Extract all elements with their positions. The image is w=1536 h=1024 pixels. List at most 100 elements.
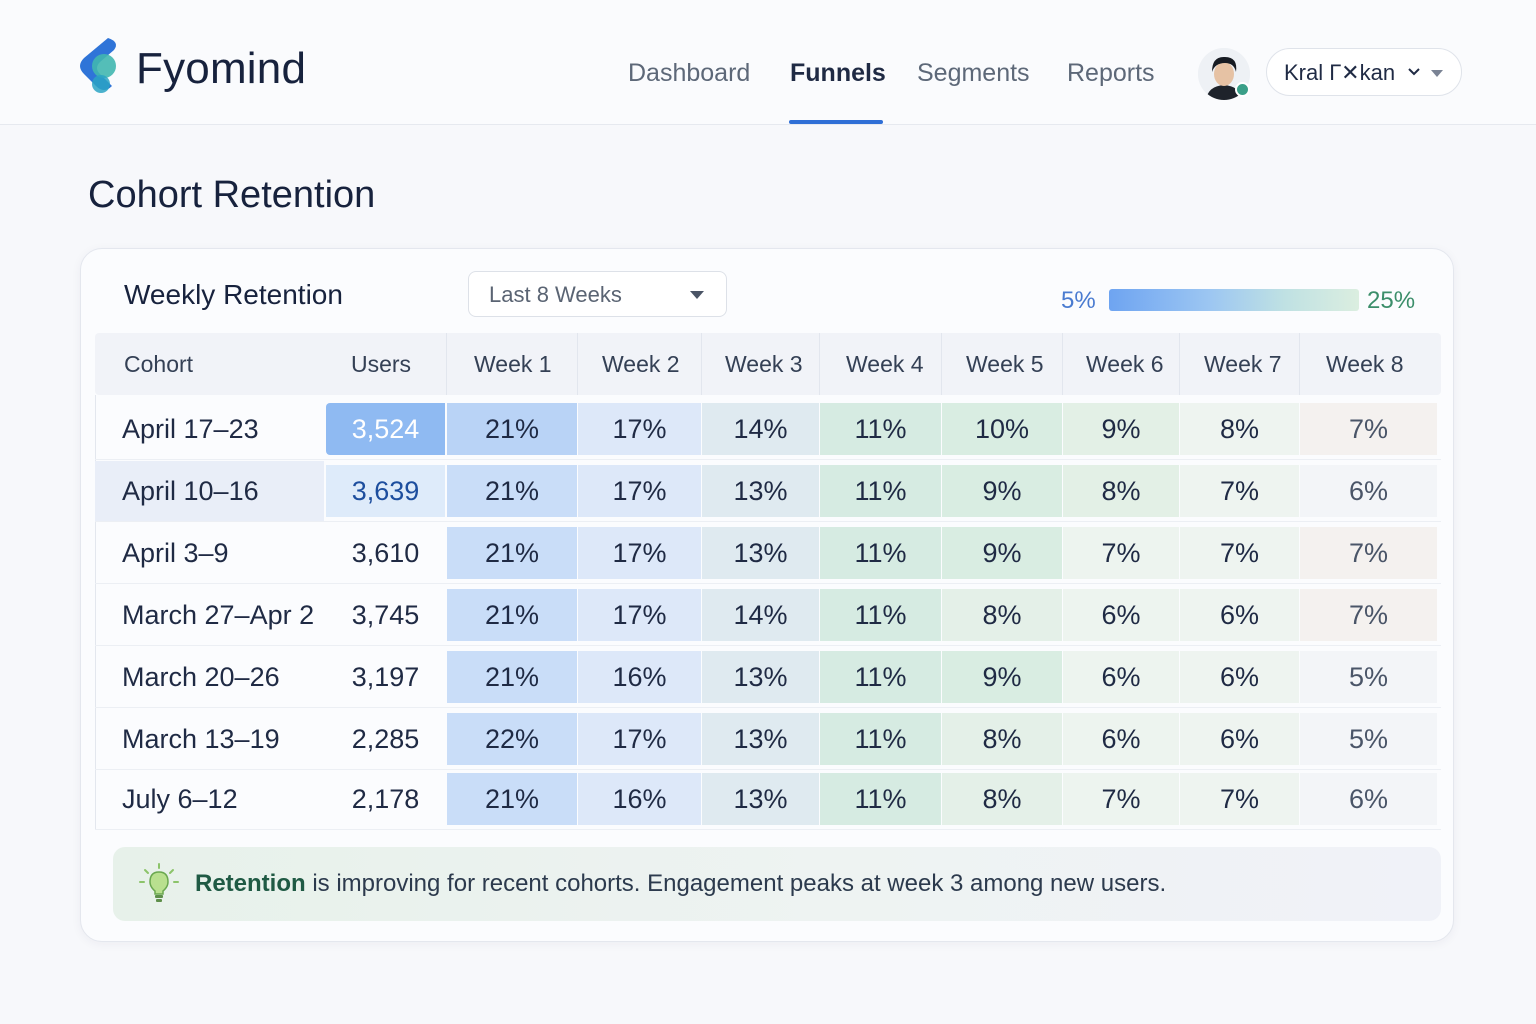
retention-cell-week-2[interactable]: 17% <box>578 465 701 517</box>
column-header-cohort[interactable]: Cohort <box>124 351 194 377</box>
users-count: 2,178 <box>351 783 420 814</box>
column-divider <box>701 333 702 395</box>
retention-cell-week-6[interactable]: 7% <box>1063 527 1179 579</box>
retention-cell-week-1[interactable]: 21% <box>447 773 577 825</box>
retention-cell-week-5[interactable]: 8% <box>942 713 1062 765</box>
column-header-week-8[interactable]: Week 8 <box>1326 351 1404 377</box>
column-divider <box>941 333 942 395</box>
retention-cell-week-5[interactable]: 10% <box>942 403 1062 455</box>
top-bar: Fyomind Dashboard Funnels Segments Repor… <box>0 0 1536 125</box>
retention-cell-week-7[interactable]: 7% <box>1180 465 1299 517</box>
users-count: 2,285 <box>351 723 420 754</box>
table-row[interactable]: July 6–12 2,178 21% 16% 13% 11% 8% 7% 7% 6% <box>95 769 1441 830</box>
retention-cell-week-4[interactable]: 11% <box>820 651 941 703</box>
retention-cell-week-2[interactable]: 17% <box>578 527 701 579</box>
table-row[interactable]: April 17–23 3,524 21% 17% 14% 11% 10% 9% 8% 7% <box>95 399 1441 460</box>
legend-min-label: 5% <box>1061 287 1096 314</box>
retention-cell-week-3[interactable]: 13% <box>702 773 819 825</box>
retention-cell-week-1[interactable]: 21% <box>447 527 577 579</box>
cohort-name: March 20–26 <box>122 661 280 692</box>
user-menu-button[interactable]: Kral Г✕kan <box>1266 48 1462 96</box>
table-row[interactable]: March 27–Apr 2 3,745 21% 17% 14% 11% 8% 6% 6% 7% <box>95 585 1441 646</box>
retention-cell-week-2[interactable]: 17% <box>578 403 701 455</box>
retention-cell-week-3[interactable]: 14% <box>702 589 819 641</box>
retention-cell-week-1[interactable]: 21% <box>447 589 577 641</box>
retention-cell-week-1[interactable]: 22% <box>447 713 577 765</box>
retention-cell-week-8[interactable]: 5% <box>1300 713 1437 765</box>
retention-cell-week-4[interactable]: 11% <box>820 403 941 455</box>
retention-cell-week-6[interactable]: 6% <box>1063 651 1179 703</box>
retention-cell-week-1[interactable]: 21% <box>447 651 577 703</box>
retention-cell-week-2[interactable]: 17% <box>578 589 701 641</box>
table-row[interactable]: March 20–26 3,197 21% 16% 13% 11% 9% 6% 6% 5% <box>95 647 1441 708</box>
table-row[interactable]: April 3–9 3,610 21% 17% 13% 11% 9% 7% 7% 7% <box>95 523 1441 584</box>
retention-cell-week-2[interactable]: 16% <box>578 651 701 703</box>
column-header-week-5[interactable]: Week 5 <box>966 351 1044 377</box>
retention-cell-week-8[interactable]: 7% <box>1300 589 1437 641</box>
retention-cell-week-5[interactable]: 8% <box>942 773 1062 825</box>
retention-cell-week-6[interactable]: 6% <box>1063 589 1179 641</box>
retention-cell-week-8[interactable]: 5% <box>1300 651 1437 703</box>
online-status-icon <box>1235 82 1250 97</box>
column-header-week-4[interactable]: Week 4 <box>846 351 924 377</box>
nav-dashboard[interactable]: Dashboard <box>628 59 751 87</box>
nav-segments[interactable]: Segments <box>917 59 1030 87</box>
insight-text: Retention is improving for recent cohort… <box>195 870 1166 898</box>
chevron-down-icon <box>1408 68 1420 76</box>
column-header-week-1[interactable]: Week 1 <box>474 351 552 377</box>
retention-cell-week-7[interactable]: 6% <box>1180 713 1299 765</box>
retention-cell-week-5[interactable]: 9% <box>942 527 1062 579</box>
retention-cell-week-8[interactable]: 6% <box>1300 773 1437 825</box>
table-header: Cohort Users Week 1 Week 2 Week 3 Week 4… <box>95 333 1441 395</box>
brand-name[interactable]: Fyomind <box>136 44 307 93</box>
column-divider <box>1179 333 1180 395</box>
retention-cell-week-6[interactable]: 9% <box>1063 403 1179 455</box>
nav-reports[interactable]: Reports <box>1067 59 1155 87</box>
retention-cell-week-7[interactable]: 6% <box>1180 589 1299 641</box>
retention-cell-week-3[interactable]: 13% <box>702 527 819 579</box>
retention-cell-week-3[interactable]: 13% <box>702 651 819 703</box>
retention-cell-week-2[interactable]: 17% <box>578 713 701 765</box>
avatar[interactable] <box>1198 48 1250 100</box>
column-header-week-6[interactable]: Week 6 <box>1086 351 1164 377</box>
retention-cell-week-1[interactable]: 21% <box>447 465 577 517</box>
retention-cell-week-5[interactable]: 9% <box>942 651 1062 703</box>
retention-cell-week-5[interactable]: 8% <box>942 589 1062 641</box>
retention-cell-week-3[interactable]: 13% <box>702 465 819 517</box>
retention-cell-week-4[interactable]: 11% <box>820 589 941 641</box>
retention-cell-week-7[interactable]: 6% <box>1180 651 1299 703</box>
column-header-week-7[interactable]: Week 7 <box>1204 351 1282 377</box>
retention-cell-week-4[interactable]: 11% <box>820 713 941 765</box>
retention-cell-week-7[interactable]: 8% <box>1180 403 1299 455</box>
user-name: Kral Г✕kan <box>1284 60 1396 85</box>
retention-cell-week-5[interactable]: 9% <box>942 465 1062 517</box>
retention-cell-week-4[interactable]: 11% <box>820 465 941 517</box>
users-count: 3,610 <box>351 537 420 568</box>
retention-cell-week-2[interactable]: 16% <box>578 773 701 825</box>
users-count: 3,639 <box>326 465 445 517</box>
date-range-select[interactable]: Last 8 Weeks <box>468 271 727 317</box>
table-row[interactable]: April 10–16 3,639 21% 17% 13% 11% 9% 8% 7% 6% <box>95 461 1441 522</box>
column-divider <box>1299 333 1300 395</box>
retention-cell-week-7[interactable]: 7% <box>1180 527 1299 579</box>
retention-cell-week-3[interactable]: 14% <box>702 403 819 455</box>
retention-cell-week-4[interactable]: 11% <box>820 527 941 579</box>
users-count: 3,197 <box>351 661 420 692</box>
retention-cell-week-1[interactable]: 21% <box>447 403 577 455</box>
retention-cell-week-6[interactable]: 7% <box>1063 773 1179 825</box>
retention-cell-week-6[interactable]: 6% <box>1063 713 1179 765</box>
column-header-week-3[interactable]: Week 3 <box>725 351 803 377</box>
retention-cell-week-8[interactable]: 7% <box>1300 403 1437 455</box>
retention-cell-week-3[interactable]: 13% <box>702 713 819 765</box>
fyomind-logo[interactable] <box>74 36 124 96</box>
retention-cell-week-8[interactable]: 6% <box>1300 465 1437 517</box>
nav-funnels[interactable]: Funnels <box>790 59 886 87</box>
column-header-users[interactable]: Users <box>351 351 412 377</box>
retention-cell-week-8[interactable]: 7% <box>1300 527 1437 579</box>
retention-cell-week-4[interactable]: 11% <box>820 773 941 825</box>
retention-cell-week-6[interactable]: 8% <box>1063 465 1179 517</box>
column-header-week-2[interactable]: Week 2 <box>602 351 680 377</box>
retention-cell-week-7[interactable]: 7% <box>1180 773 1299 825</box>
table-row[interactable]: March 13–19 2,285 22% 17% 13% 11% 8% 6% 6% 5% <box>95 709 1441 770</box>
cohort-name: March 27–Apr 2 <box>122 599 315 630</box>
